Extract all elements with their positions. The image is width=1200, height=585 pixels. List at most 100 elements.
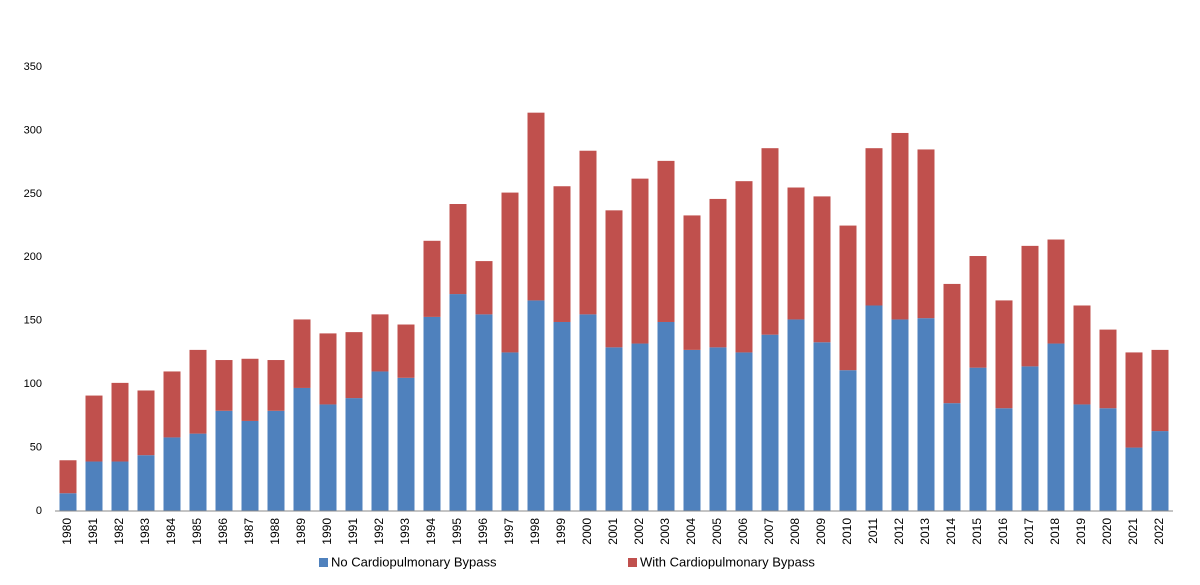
bar-segment <box>917 149 935 319</box>
x-tick-label: 2008 <box>788 518 802 545</box>
bar-segment <box>865 305 883 511</box>
x-tick-label: 1994 <box>424 518 438 545</box>
bar-segment <box>579 314 597 511</box>
bar-segment <box>735 352 753 511</box>
bar-segment <box>345 332 363 399</box>
bar-segment <box>397 377 415 511</box>
bar-segment <box>995 300 1013 409</box>
x-tick-label: 1996 <box>476 518 490 545</box>
bar-segment <box>917 318 935 511</box>
bar-segment <box>943 403 961 511</box>
bar-segment <box>891 319 909 511</box>
y-tick-label: 0 <box>36 505 42 517</box>
bar-segment <box>215 410 233 511</box>
bar-segment <box>865 148 883 306</box>
bar-segment <box>631 343 649 511</box>
y-tick-label: 50 <box>30 441 42 453</box>
x-tick-label: 1982 <box>112 518 126 545</box>
legend-label: No Cardiopulmonary Bypass <box>331 554 497 569</box>
x-tick-label: 2011 <box>866 518 880 544</box>
bar-segment <box>735 181 753 353</box>
x-tick-label: 2017 <box>1022 518 1036 545</box>
x-tick-label: 2019 <box>1074 518 1088 545</box>
x-tick-label: 2021 <box>1126 518 1140 545</box>
bar-segment <box>1151 349 1169 432</box>
bar-segment <box>189 349 207 434</box>
x-tick-label: 2003 <box>658 518 672 545</box>
bar-segment <box>1047 343 1065 511</box>
x-tick-label: 1993 <box>398 518 412 545</box>
bar-segment <box>371 371 389 511</box>
bar-segment <box>527 300 545 511</box>
x-tick-label: 1989 <box>294 518 308 545</box>
x-tick-label: 2000 <box>580 518 594 545</box>
bar-segment <box>761 334 779 511</box>
bar-segment <box>1125 447 1143 511</box>
x-tick-label: 1991 <box>346 518 360 545</box>
bar-segment <box>605 347 623 511</box>
x-tick-label: 2009 <box>814 518 828 545</box>
x-tick-label: 2016 <box>996 518 1010 545</box>
x-tick-label: 2022 <box>1152 518 1166 545</box>
bar-segment <box>891 132 909 320</box>
bar-segment <box>241 358 259 421</box>
bar-segment <box>137 455 155 511</box>
bar-segment <box>683 349 701 511</box>
bar-segment <box>1073 305 1091 405</box>
x-tick-label: 2020 <box>1100 518 1114 545</box>
y-tick-label: 250 <box>24 188 42 200</box>
x-tick-label: 2002 <box>632 518 646 545</box>
x-tick-label: 2001 <box>606 518 620 545</box>
bar-segment <box>995 408 1013 511</box>
bar-segment <box>475 314 493 511</box>
x-tick-label: 1999 <box>554 518 568 545</box>
bar-segment <box>319 333 337 405</box>
bar-segment <box>163 437 181 511</box>
bar-segment <box>943 283 961 404</box>
bar-segment <box>527 112 545 301</box>
bar-segment <box>709 347 727 511</box>
bar-segment <box>423 316 441 511</box>
bar-segment <box>59 493 77 511</box>
bar-segment <box>449 204 467 295</box>
bar-segment <box>397 324 415 378</box>
bar-segment <box>553 321 571 511</box>
bar-segment <box>761 148 779 335</box>
bar-segment <box>787 187 805 320</box>
bar-segment <box>501 352 519 511</box>
x-tick-label: 1992 <box>372 518 386 545</box>
x-tick-label: 1987 <box>242 518 256 545</box>
bar-segment <box>293 387 311 511</box>
bar-segment <box>241 420 259 511</box>
bar-segment <box>267 410 285 511</box>
bar-segment <box>267 360 285 411</box>
y-tick-label: 100 <box>24 378 42 390</box>
bar-segment <box>111 461 129 511</box>
bar-segment <box>1021 366 1039 511</box>
x-tick-label: 1983 <box>138 518 152 545</box>
x-tick-label: 2007 <box>762 518 776 545</box>
bar-segment <box>553 186 571 322</box>
bar-segment <box>1151 431 1169 511</box>
bar-segment <box>371 314 389 372</box>
bar-segment <box>605 210 623 348</box>
y-tick-label: 300 <box>24 124 42 136</box>
x-tick-label: 2005 <box>710 518 724 545</box>
bar-segment <box>423 240 441 317</box>
bar-segment <box>59 460 77 494</box>
bar-segment <box>839 370 857 511</box>
legend-swatch <box>628 558 637 567</box>
bar-segment <box>163 371 181 438</box>
x-tick-label: 1986 <box>216 518 230 545</box>
bar-segment <box>85 395 103 462</box>
bar-segment <box>501 192 519 353</box>
x-tick-label: 1985 <box>190 518 204 545</box>
x-tick-label: 1997 <box>502 518 516 545</box>
bar-segment <box>345 398 363 511</box>
bar-segment <box>85 461 103 511</box>
y-tick-label: 350 <box>24 61 42 73</box>
bar-segment <box>111 382 129 462</box>
x-tick-label: 2004 <box>684 518 698 545</box>
bar-segment <box>787 319 805 511</box>
bar-segment <box>1099 408 1117 511</box>
